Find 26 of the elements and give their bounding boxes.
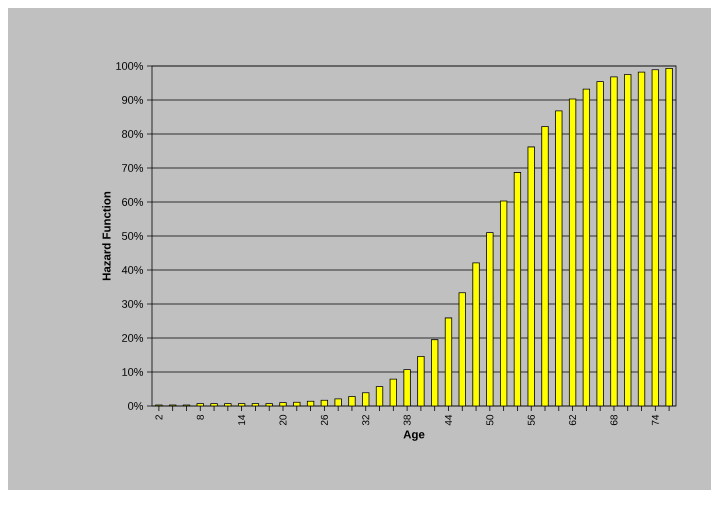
y-tick-label: 90% (122, 96, 144, 104)
y-tick-label: 100% (116, 62, 144, 70)
x-tick-label: 56 (528, 414, 535, 426)
x-tick-label: 62 (569, 415, 576, 426)
x-tick-label: 50 (486, 414, 494, 426)
y-axis-title: Hazard Function (102, 192, 111, 280)
y-tick-label: 40% (122, 266, 144, 274)
y-tick-label: 20% (122, 334, 144, 342)
x-tick-label: 2 (155, 415, 162, 420)
x-tick-label: 26 (320, 414, 328, 426)
y-tick-label: 30% (122, 300, 144, 308)
y-tick-label: 50% (122, 232, 144, 240)
x-tick-label: 20 (279, 414, 287, 426)
y-tick-label: 80% (122, 130, 144, 138)
x-tick-label: 74 (652, 414, 659, 426)
x-tick-label: 44 (445, 414, 452, 426)
x-tick-label: 32 (362, 415, 370, 426)
y-tick-label: 60% (122, 198, 144, 206)
y-tick-label: 10% (122, 368, 144, 376)
y-tick-label: 70% (122, 164, 144, 172)
x-tick-label: 68 (610, 414, 618, 426)
x-tick-label: 8 (196, 414, 204, 420)
y-tick-label: 0% (128, 402, 144, 410)
x-axis-title: Age (403, 430, 424, 441)
x-tick-label: 38 (404, 414, 411, 426)
x-tick-label: 14 (238, 414, 246, 425)
